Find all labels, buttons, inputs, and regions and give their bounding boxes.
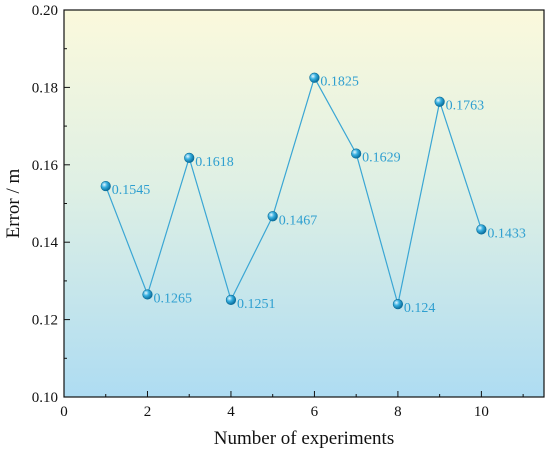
- data-point: [309, 72, 320, 83]
- x-axis-title: Number of experiments: [214, 428, 394, 449]
- data-label: 0.1265: [153, 291, 192, 306]
- y-tick-label: 0.12: [32, 313, 58, 329]
- data-point: [434, 96, 445, 107]
- x-tick-label: 10: [474, 404, 489, 420]
- series-error: 0.1545 0.1265 0.1618 0.1251 0.1467 0.1825 0.16…: [100, 72, 526, 316]
- x-tick-label: 8: [394, 404, 402, 420]
- data-point: [100, 180, 111, 192]
- series-line: [105, 76, 482, 305]
- plot-background: [64, 10, 544, 397]
- data-label: 0.1825: [320, 75, 359, 90]
- data-label: 0.1545: [112, 183, 151, 198]
- data-point: [184, 152, 195, 163]
- data-point: [392, 299, 404, 310]
- y-axis-title: Error / m: [3, 168, 24, 238]
- x-tick-label: 4: [227, 404, 235, 420]
- data-point: [142, 289, 153, 300]
- data-point: [267, 211, 278, 222]
- data-label: 0.1763: [446, 99, 485, 114]
- y-tick-label: 0.18: [32, 80, 58, 96]
- y-tick-label: 0.20: [32, 3, 58, 19]
- data-point: [351, 148, 362, 159]
- x-tick-label: 0: [60, 404, 68, 420]
- y-tick-label: 0.10: [32, 390, 58, 406]
- y-tick-label: 0.16: [32, 158, 59, 174]
- x-tick-label: 2: [144, 404, 152, 420]
- x-tick-label: 6: [311, 404, 319, 420]
- data-label: 0.1629: [362, 151, 401, 166]
- data-point: [476, 224, 487, 235]
- data-label: 0.1467: [279, 213, 318, 228]
- data-point: [225, 294, 237, 305]
- data-label: 0.1618: [195, 155, 234, 170]
- data-label: 0.1251: [237, 297, 276, 312]
- y-tick-label: 0.14: [32, 235, 59, 251]
- data-label: 0.1433: [487, 226, 526, 241]
- y-axis: 0.10 0.12 0.14 0.16 0.18 0.20: [32, 3, 70, 406]
- data-label: 0.124: [404, 301, 436, 316]
- x-axis: 0 2 4 6 8 10: [60, 391, 524, 420]
